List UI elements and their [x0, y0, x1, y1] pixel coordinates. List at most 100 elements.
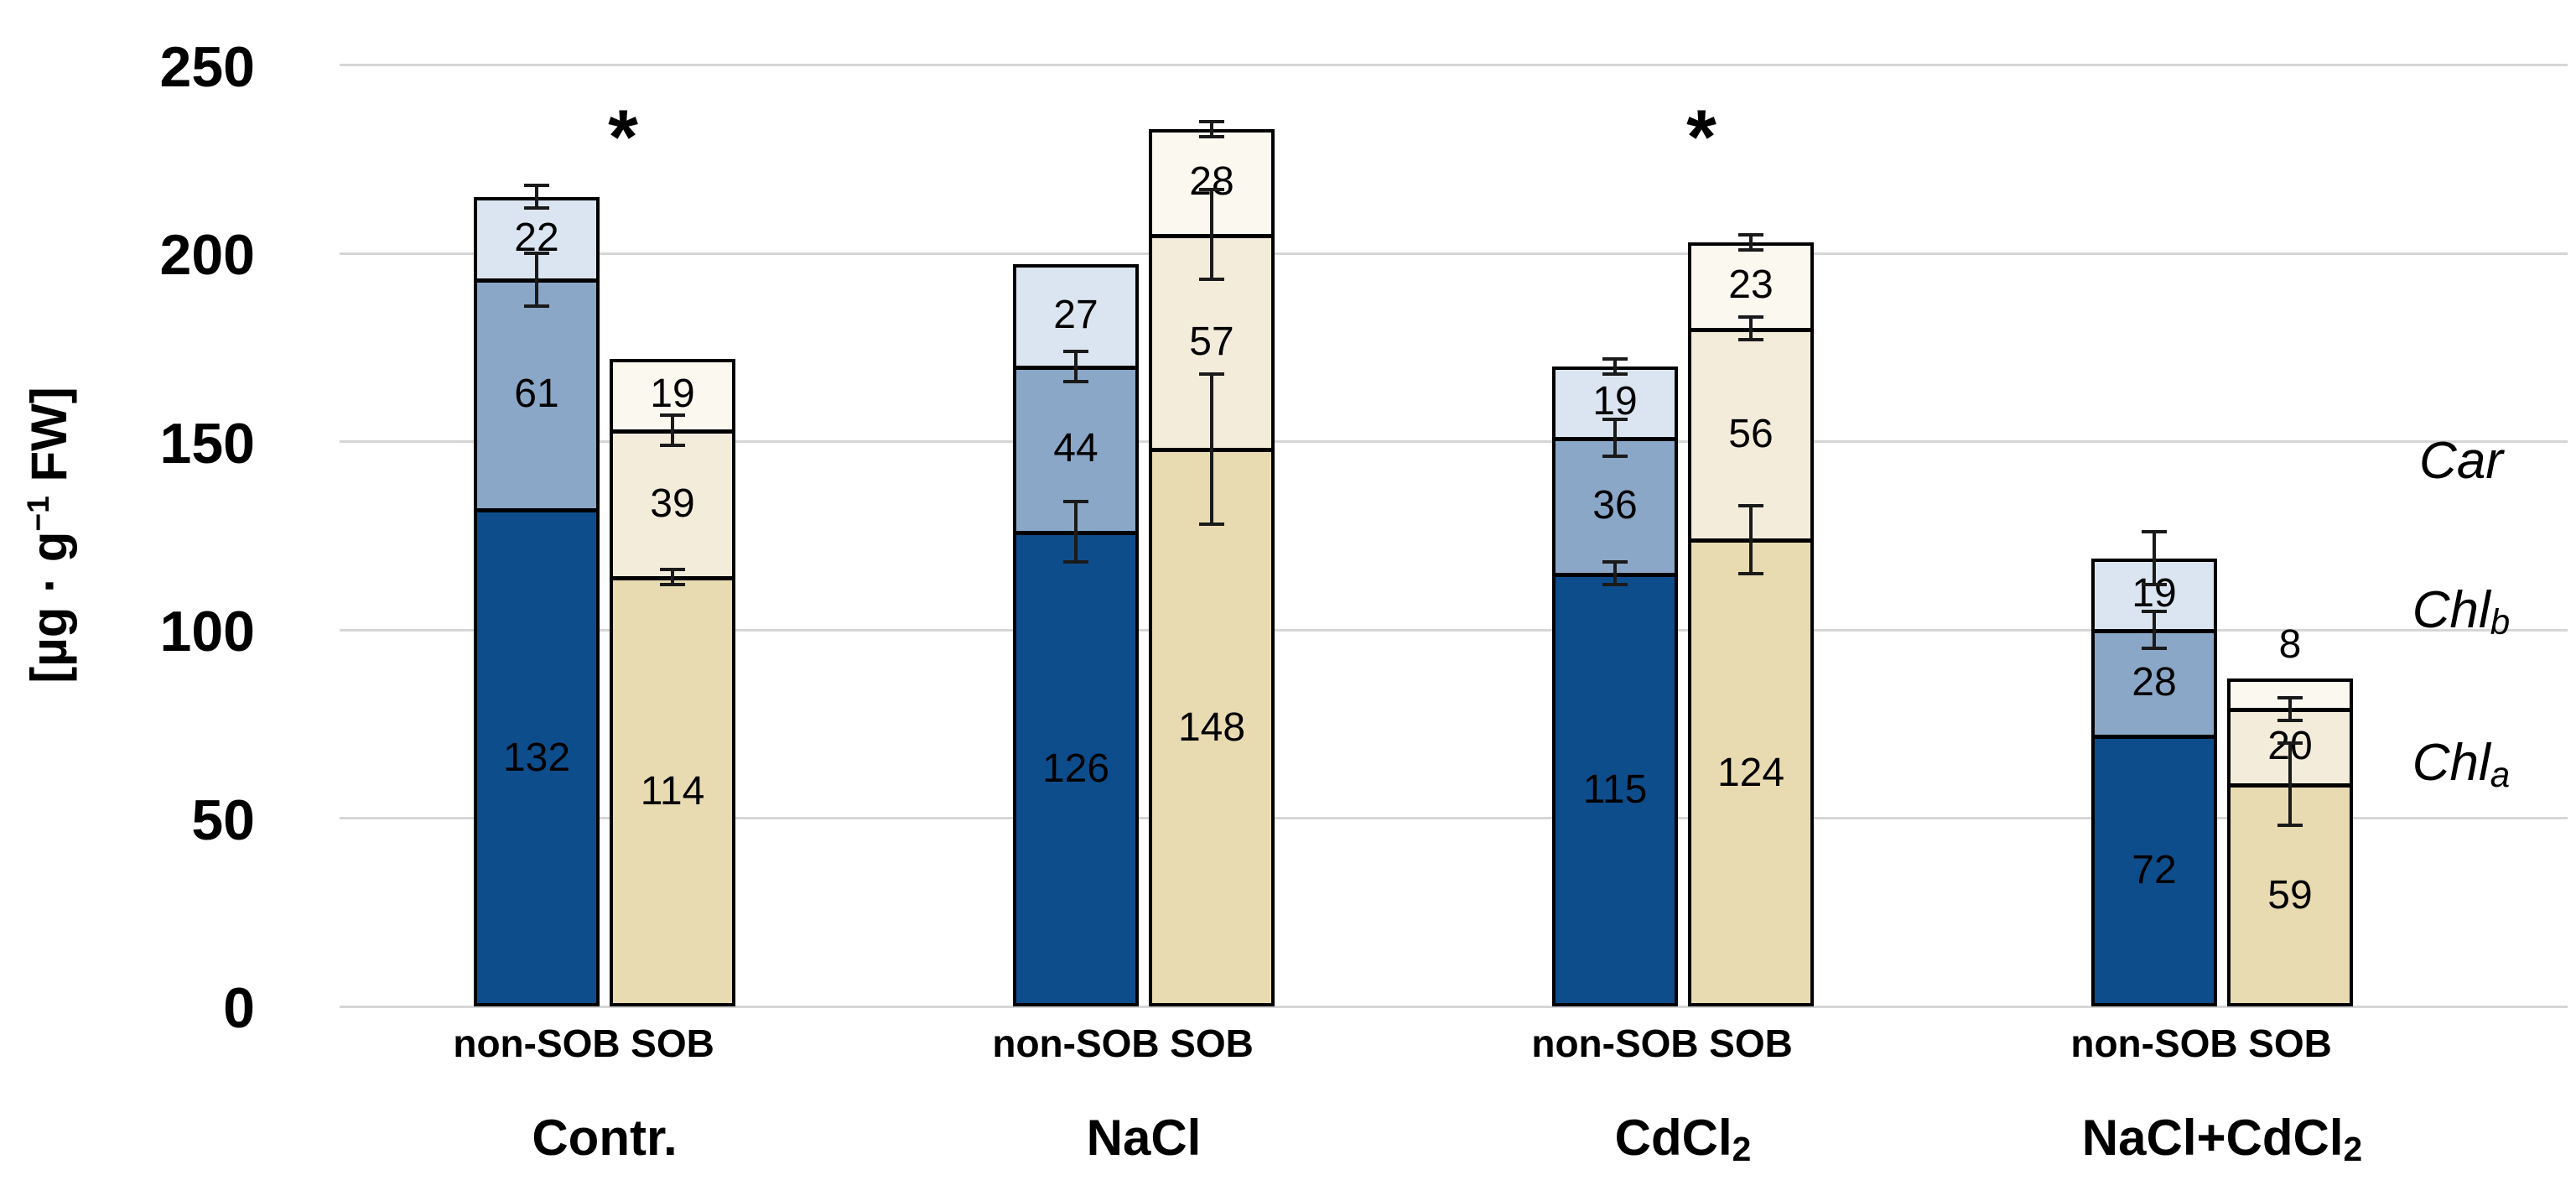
error-bar-cap — [1063, 349, 1088, 353]
error-bar-line — [671, 569, 674, 585]
error-bar-line — [2153, 532, 2156, 585]
y-tick-label: 0 — [223, 976, 255, 1040]
error-bar-cap — [1602, 560, 1628, 564]
error-bar-cap — [2142, 530, 2167, 534]
segment-value-label: 124 — [1716, 750, 1785, 795]
segment-value-label: 148 — [1177, 704, 1246, 750]
segment-value-label: 126 — [1041, 746, 1110, 792]
segment-value-label: 56 — [1728, 411, 1774, 456]
error-bar-line — [1210, 373, 1213, 525]
error-bar-cap — [660, 443, 685, 447]
gridline — [340, 64, 2568, 66]
legend-label-car: Car — [2419, 428, 2503, 500]
segment-value-label: 57 — [1189, 319, 1234, 364]
bar-segment-Chl_a — [610, 577, 735, 1006]
bar-sublabel: SOB — [1170, 1022, 1254, 1065]
segment-value-label: 132 — [502, 735, 571, 780]
segment-value-label: 61 — [514, 372, 559, 417]
group-label: NaCl+CdCl2 — [2082, 1109, 2362, 1172]
error-bar-cap — [1063, 379, 1088, 383]
error-bar-cap — [1738, 338, 1763, 342]
error-bar-cap — [2277, 824, 2303, 828]
bar-sublabel: non-SOB — [1531, 1022, 1699, 1065]
legend-label-subscript: a — [2490, 754, 2511, 794]
error-bar-cap — [1199, 523, 1224, 527]
error-bar-cap — [1602, 356, 1628, 361]
bar-segment-Chl_b — [610, 430, 735, 580]
segment-value-label: 27 — [1053, 293, 1098, 338]
error-bar-line — [535, 253, 538, 306]
segment-value-label: 72 — [2132, 848, 2177, 893]
bar-segment-Chl_a — [474, 509, 600, 1006]
error-bar-line — [1210, 189, 1213, 280]
segment-value-label: 19 — [1592, 379, 1638, 424]
y-tick-label: 100 — [159, 600, 255, 663]
error-bar-cap — [524, 304, 549, 308]
bar-sublabel: non-SOB — [992, 1022, 1160, 1065]
error-bar-cap — [2277, 695, 2303, 699]
gridline — [340, 817, 2568, 819]
error-bar-cap — [2142, 609, 2167, 613]
error-bar-cap — [1602, 583, 1628, 587]
y-tick-label: 250 — [159, 34, 255, 99]
bar-segment-Chl_a — [1149, 449, 1275, 1006]
group-label-text: NaCl — [1086, 1110, 1202, 1166]
bar-sublabel: SOB — [631, 1022, 714, 1065]
error-bar-cap — [1199, 187, 1224, 191]
error-bar-line — [1074, 351, 1078, 382]
significance-asterisk: * — [608, 95, 638, 180]
error-bar-cap — [1738, 571, 1763, 575]
bar-segment-Chl_a — [2091, 735, 2217, 1006]
legend-label-text: Chl — [2412, 581, 2490, 639]
gridline — [340, 628, 2568, 632]
error-bar-cap — [1602, 455, 1628, 459]
error-bar-line — [535, 185, 538, 209]
group-label: Contr. — [532, 1109, 677, 1172]
error-bar-line — [1613, 358, 1617, 374]
group-label-subscript: 2 — [2343, 1130, 2363, 1169]
legend-label-text: Chl — [2412, 734, 2490, 792]
segment-value-label: 115 — [1582, 767, 1648, 812]
error-bar-cap — [1063, 560, 1088, 564]
y-axis-title-superscript: −1 — [20, 496, 55, 532]
group-label: NaCl — [1087, 1109, 1202, 1172]
error-bar-cap — [660, 583, 685, 587]
error-bar-cap — [2277, 741, 2303, 745]
y-tick-label: 50 — [191, 788, 255, 852]
group-label-text: CdCl — [1614, 1110, 1732, 1166]
segment-value-label: 8 — [2278, 622, 2302, 668]
bar-sublabel: SOB — [2248, 1022, 2332, 1065]
segment-value-label: 28 — [2132, 659, 2177, 704]
error-bar-line — [2153, 611, 2156, 649]
gridline — [340, 440, 2568, 443]
legend-label-text: Car — [2419, 432, 2503, 490]
group-label-subscript: 2 — [1732, 1130, 1752, 1169]
significance-asterisk: * — [1686, 95, 1716, 180]
segment-value-label: 23 — [1728, 263, 1774, 308]
error-bar-cap — [524, 184, 549, 188]
error-bar-cap — [660, 568, 685, 572]
bar-segment-Chl_a — [1688, 539, 1814, 1006]
error-bar-line — [2288, 742, 2292, 826]
error-bar-cap — [1738, 232, 1763, 237]
group-label-text: Contr. — [532, 1110, 678, 1166]
error-bar-line — [1749, 505, 1753, 574]
group-label: CdCl2 — [1615, 1109, 1752, 1172]
error-bar-line — [1749, 317, 1753, 341]
error-bar-line — [1074, 502, 1078, 563]
gridline — [340, 1005, 2568, 1008]
error-bar-cap — [1738, 503, 1763, 507]
gridline — [340, 252, 2568, 255]
error-bar-cap — [524, 206, 549, 211]
error-bar-cap — [660, 413, 685, 418]
segment-value-label: 44 — [1053, 426, 1098, 471]
error-bar-line — [1210, 121, 1213, 137]
segment-value-label: 39 — [650, 481, 695, 526]
error-bar-cap — [2142, 583, 2167, 587]
error-bar-line — [671, 415, 674, 445]
error-bar-line — [2288, 697, 2292, 720]
bar-sublabel: SOB — [1709, 1022, 1793, 1065]
y-tick-label: 150 — [159, 411, 255, 476]
y-axis-title: [µg · g−1 FW] — [4, 32, 77, 1038]
